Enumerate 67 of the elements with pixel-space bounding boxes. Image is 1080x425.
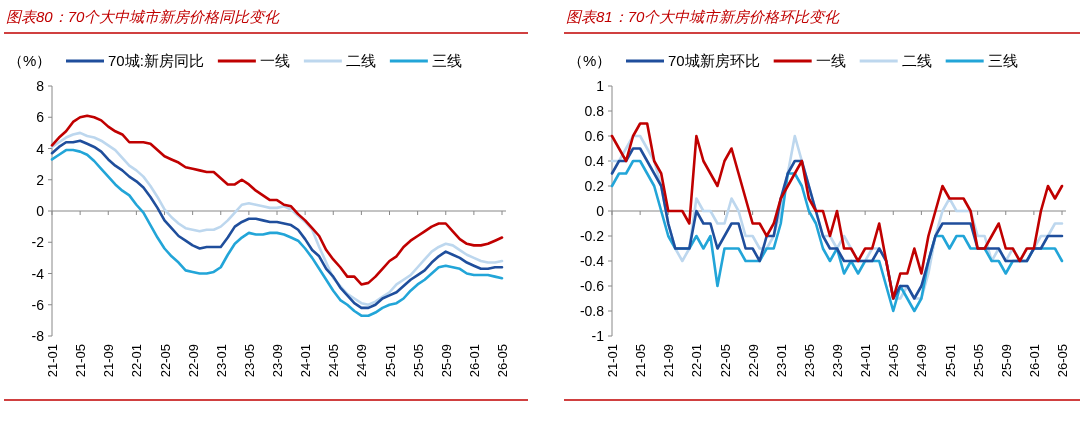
y-tick-label: 0.4 [584, 153, 605, 169]
x-tick-label: 23-01 [773, 344, 789, 378]
x-tick-label: 22-05 [157, 344, 173, 378]
x-tick-label: 25-05 [410, 344, 426, 378]
legend-label: 70城:新房同比 [108, 52, 204, 69]
chart-title: 图表81：70个大中城市新房价格环比变化 [566, 8, 841, 25]
legend-label: 二线 [345, 52, 376, 69]
x-tick-label: 24-01 [858, 344, 874, 378]
y-tick-label: 0 [596, 203, 605, 219]
chart-title: 图表80：70个大中城市新房价格同比变化 [6, 8, 281, 25]
x-tick-label: 23-05 [241, 344, 257, 378]
y-tick-label: -0.6 [579, 278, 605, 294]
y-tick-label: -0.8 [579, 303, 605, 319]
x-tick-label: 21-01 [605, 344, 620, 378]
x-tick-label: 22-01 [689, 344, 705, 378]
x-tick-label: 25-09 [438, 344, 454, 378]
y-tick-label: 0.6 [584, 128, 605, 144]
legend-label: 一线 [815, 52, 846, 69]
y-tick-label: 4 [36, 140, 45, 157]
y-tick-label: 6 [36, 109, 45, 126]
x-tick-label: 23-01 [213, 344, 229, 378]
x-tick-label: 26-01 [466, 344, 482, 378]
x-tick-label: 26-05 [495, 344, 510, 378]
y-axis-title: （%） [568, 52, 612, 69]
legend-label: 70城新房环比 [668, 52, 760, 69]
y-tick-label: -6 [31, 296, 45, 313]
x-tick-label: 22-05 [717, 344, 733, 378]
y-tick-label: 0.8 [584, 103, 605, 119]
y-tick-label: -8 [31, 328, 45, 344]
y-tick-label: -4 [31, 265, 45, 282]
x-tick-label: 26-01 [1026, 344, 1042, 378]
x-tick-label: 24-05 [886, 344, 902, 378]
x-tick-label: 22-09 [185, 344, 201, 378]
x-tick-label: 24-09 [914, 344, 930, 378]
y-tick-label: -1 [591, 328, 605, 344]
y-tick-label: -0.4 [579, 253, 605, 269]
legend-label: 二线 [901, 52, 932, 69]
x-tick-label: 21-09 [101, 344, 117, 378]
legend-label: 三线 [987, 52, 1018, 69]
x-tick-label: 24-09 [354, 344, 370, 378]
x-tick-label: 26-05 [1055, 344, 1070, 378]
x-tick-label: 21-09 [661, 344, 677, 378]
x-tick-label: 25-05 [970, 344, 986, 378]
x-tick-label: 25-09 [998, 344, 1014, 378]
x-tick-label: 21-05 [73, 344, 89, 378]
x-tick-label: 21-01 [45, 344, 60, 378]
legend-label: 一线 [259, 52, 290, 69]
y-tick-label: -2 [31, 234, 45, 251]
legend-label: 三线 [431, 52, 462, 69]
x-tick-label: 23-09 [830, 344, 845, 378]
y-tick-label: 2 [36, 171, 45, 188]
x-tick-label: 25-01 [382, 344, 398, 378]
x-tick-label: 21-05 [633, 344, 649, 378]
line-series [50, 114, 504, 286]
x-tick-label: 24-05 [326, 344, 342, 378]
y-tick-label: -0.2 [579, 228, 605, 244]
x-tick-label: 24-01 [298, 344, 314, 378]
x-tick-label: 25-01 [942, 344, 958, 378]
y-tick-label: 1 [596, 78, 605, 94]
x-tick-label: 23-09 [270, 344, 285, 378]
y-tick-label: 8 [36, 78, 45, 94]
x-tick-label: 22-01 [129, 344, 145, 378]
y-tick-label: 0.2 [584, 178, 605, 194]
y-axis-title: （%） [8, 52, 52, 69]
y-tick-label: 0 [36, 203, 45, 219]
x-tick-label: 23-05 [801, 344, 817, 378]
x-tick-label: 22-09 [745, 344, 761, 378]
